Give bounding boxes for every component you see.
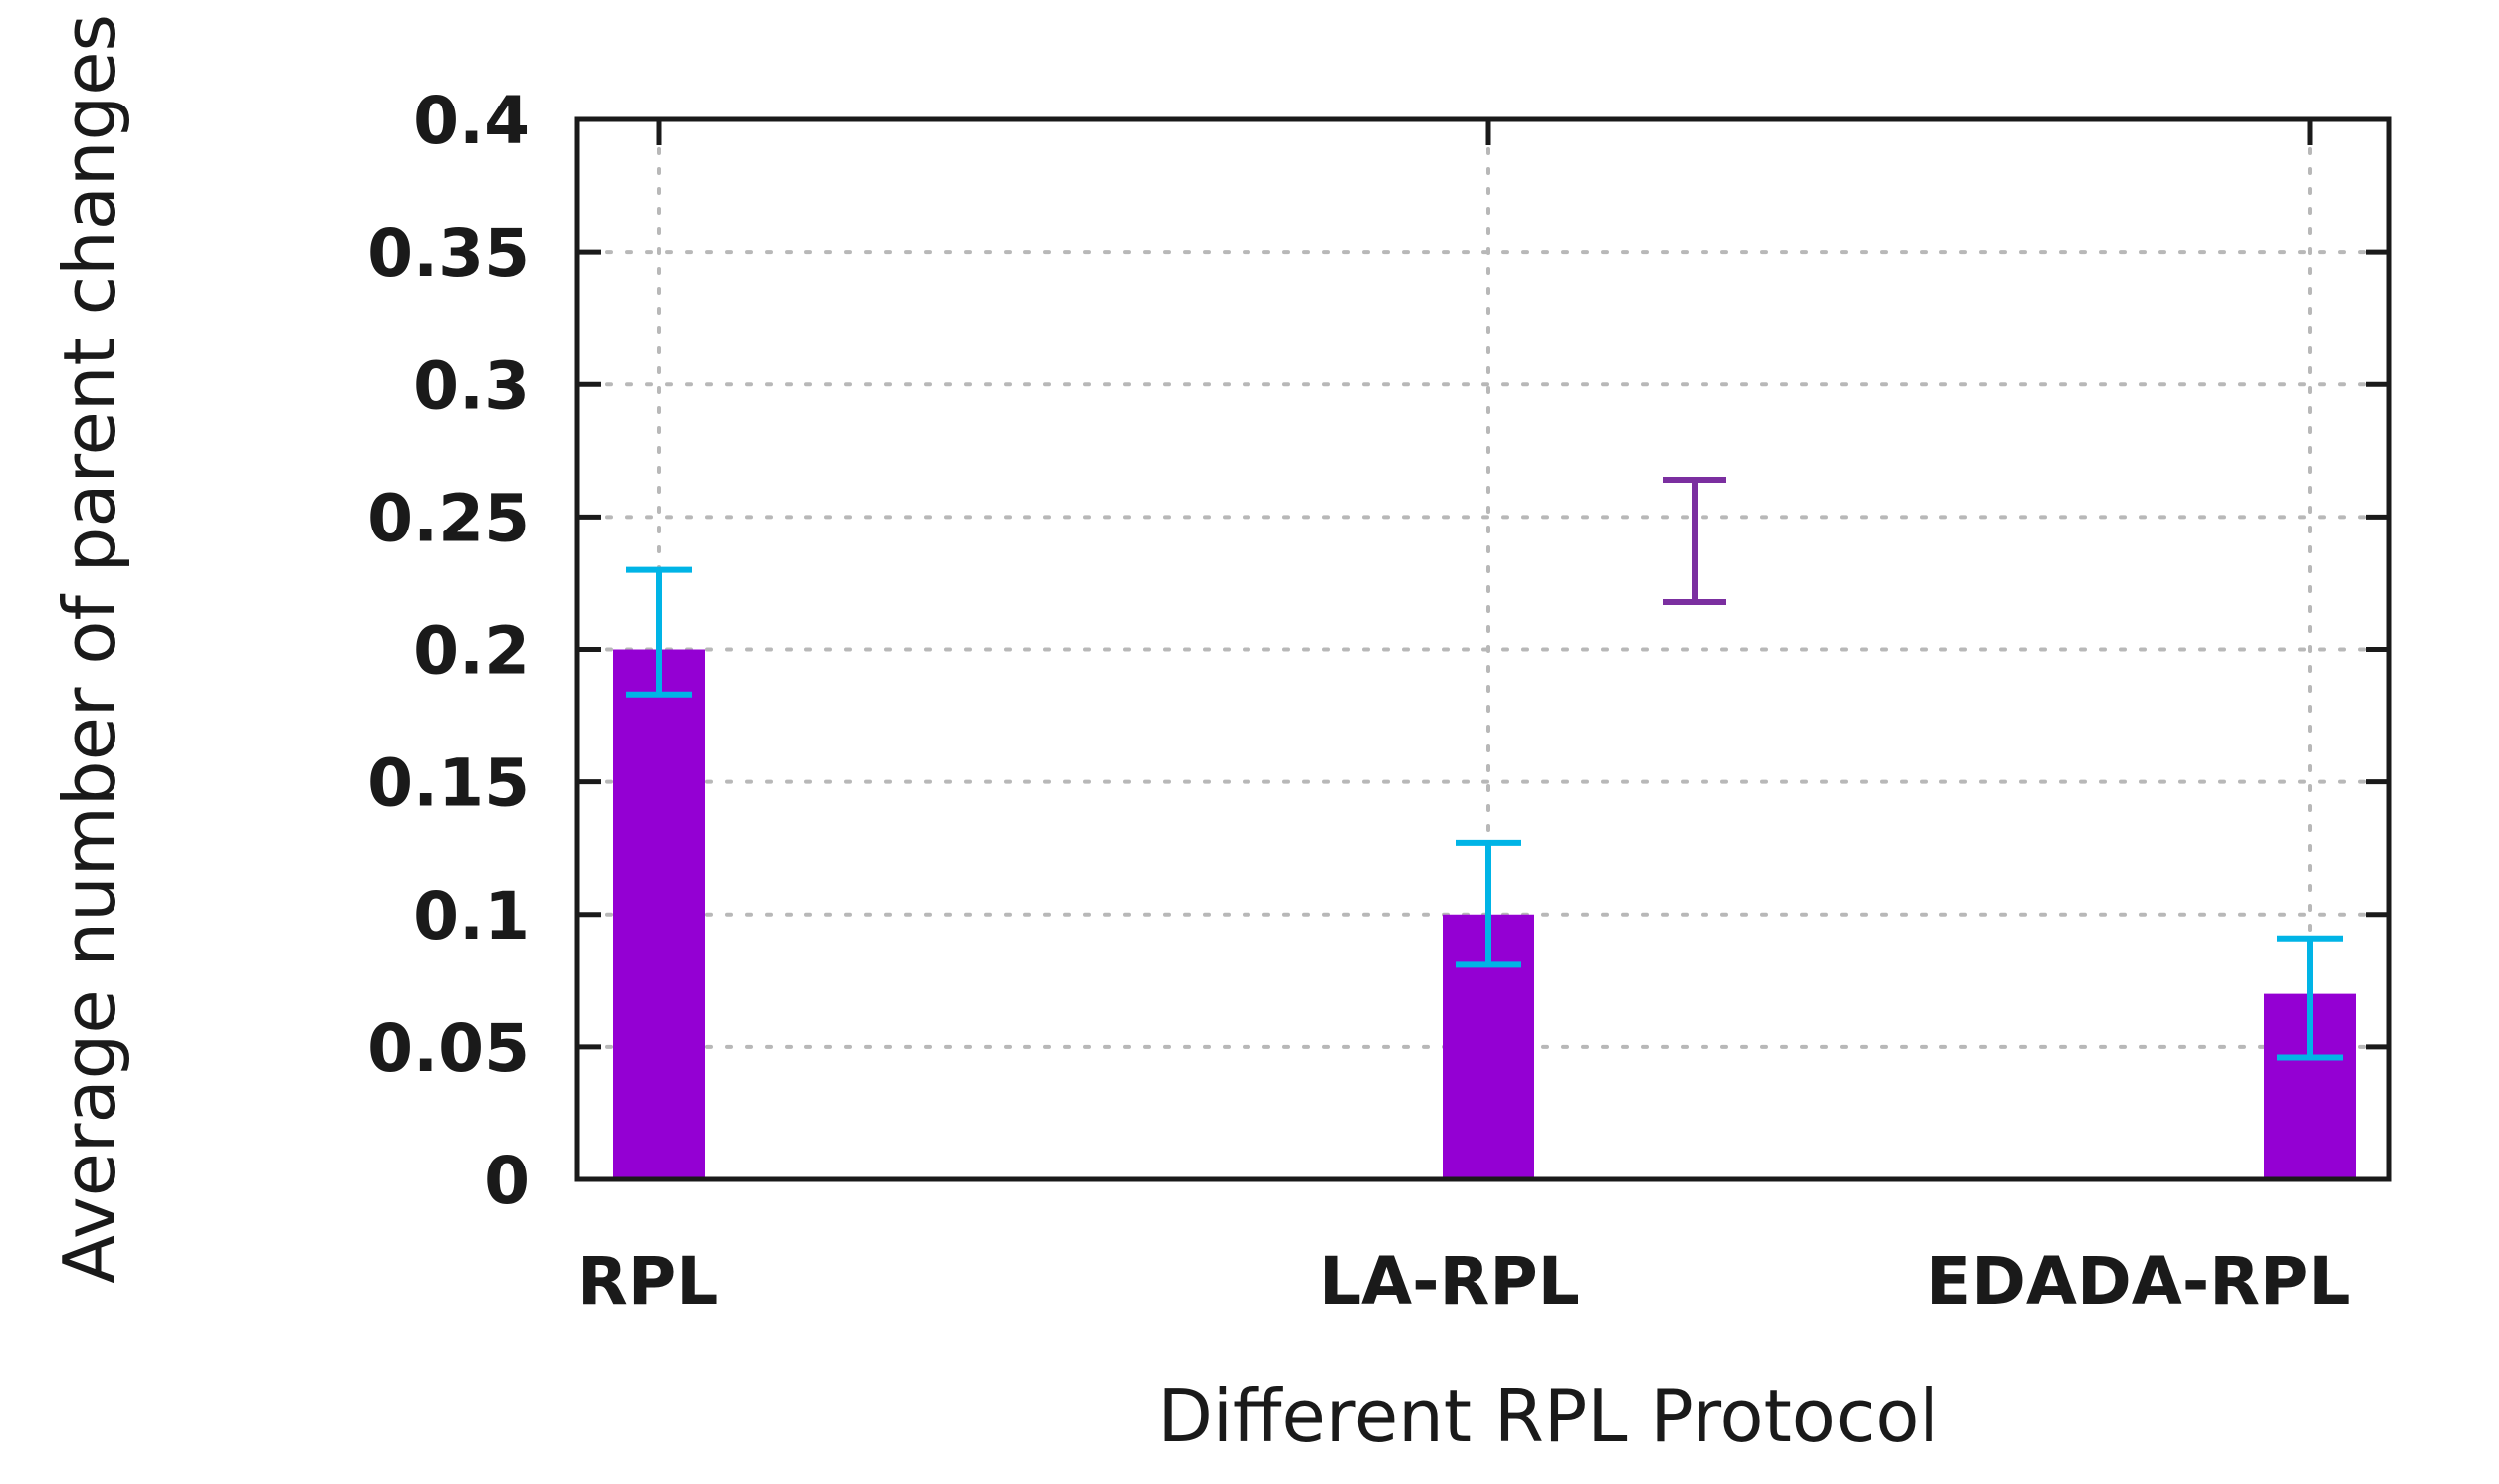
y-tick-label: 0.35 xyxy=(367,215,530,292)
y-tick-label: 0.15 xyxy=(367,745,530,822)
y-tick-label: 0.2 xyxy=(413,613,530,690)
x-tick-label: LA-RPL xyxy=(1319,1243,1580,1320)
legend xyxy=(1663,477,1726,605)
y-tick-label: 0.4 xyxy=(413,83,530,159)
y-tick-labels: 0 0.05 0.1 0.15 0.2 0.25 0.3 0.35 0.4 xyxy=(367,83,530,1219)
y-tick-label: 0.1 xyxy=(413,878,530,954)
bar-rpl xyxy=(613,649,705,1179)
x-tick-label: EDADA-RPL xyxy=(1927,1243,2350,1320)
y-tick-label: 0.3 xyxy=(413,347,530,424)
y-tick-label: 0.05 xyxy=(367,1010,530,1087)
x-axis-title: Different RPL Protocol xyxy=(1157,1375,1938,1458)
x-tick-label: RPL xyxy=(577,1243,718,1320)
axis-ticks xyxy=(577,119,2389,1050)
y-axis-title: Average number of parent changes xyxy=(48,14,131,1284)
error-bars xyxy=(626,566,2343,1061)
y-tick-label: 0.25 xyxy=(367,480,530,556)
y-tick-label: 0 xyxy=(484,1143,530,1219)
x-tick-labels: RPL LA-RPL EDADA-RPL xyxy=(577,1243,2350,1320)
